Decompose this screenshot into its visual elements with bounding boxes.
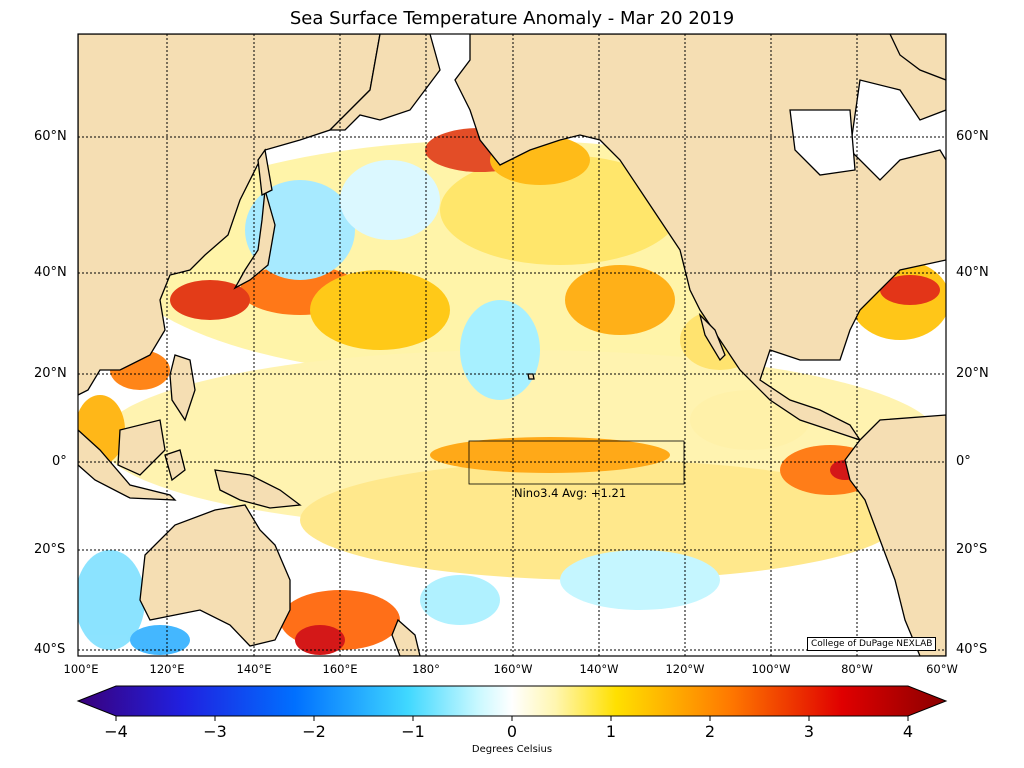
colorbar-tick: −4 (104, 722, 128, 741)
colorbar-units: Degrees Celsius (471, 744, 553, 755)
colorbar-ramp (76, 685, 948, 717)
lat-label: 60°N (34, 129, 67, 144)
nino34-box (468, 440, 685, 485)
lat-label: 20°N (956, 366, 989, 381)
colorbar-tick: −1 (401, 722, 425, 741)
lat-label: 20°S (956, 542, 988, 557)
lon-label: 160°W (493, 662, 533, 676)
colorbar-tick: 0 (506, 722, 518, 741)
colorbar-tick: 2 (704, 722, 716, 741)
lon-label: 100°E (63, 662, 99, 676)
map-frame (77, 33, 947, 657)
lon-label: 120°E (149, 662, 185, 676)
lon-label: 100°W (751, 662, 791, 676)
lon-label: 140°E (236, 662, 272, 676)
lon-label: 120°W (665, 662, 705, 676)
colorbar-tick: −3 (203, 722, 227, 741)
lon-label: 160°E (322, 662, 358, 676)
lat-label: 40°S (34, 642, 66, 657)
colorbar-tick: −2 (302, 722, 326, 741)
lat-label: 0° (52, 454, 67, 469)
lon-label: 180° (412, 662, 440, 676)
lon-label: 60°W (926, 662, 958, 676)
graticule (78, 34, 946, 656)
lat-label: 20°N (34, 366, 67, 381)
colorbar-tick: 3 (803, 722, 815, 741)
lat-label: 60°N (956, 129, 989, 144)
lat-label: 40°N (956, 265, 989, 280)
credit-label: College of DuPage NEXLAB (807, 637, 937, 651)
lat-label: 20°S (34, 542, 66, 557)
lat-label: 0° (956, 454, 971, 469)
colorbar-tick: 1 (605, 722, 617, 741)
lon-label: 80°W (841, 662, 873, 676)
lat-label: 40°N (34, 265, 67, 280)
lat-label: 40°S (956, 642, 988, 657)
map-title: Sea Surface Temperature Anomaly - Mar 20… (289, 8, 735, 29)
colorbar-tick: 4 (902, 722, 914, 741)
lon-label: 140°W (579, 662, 619, 676)
nino34-label: Nino3.4 Avg: +1.21 (514, 486, 627, 500)
land (78, 34, 946, 656)
